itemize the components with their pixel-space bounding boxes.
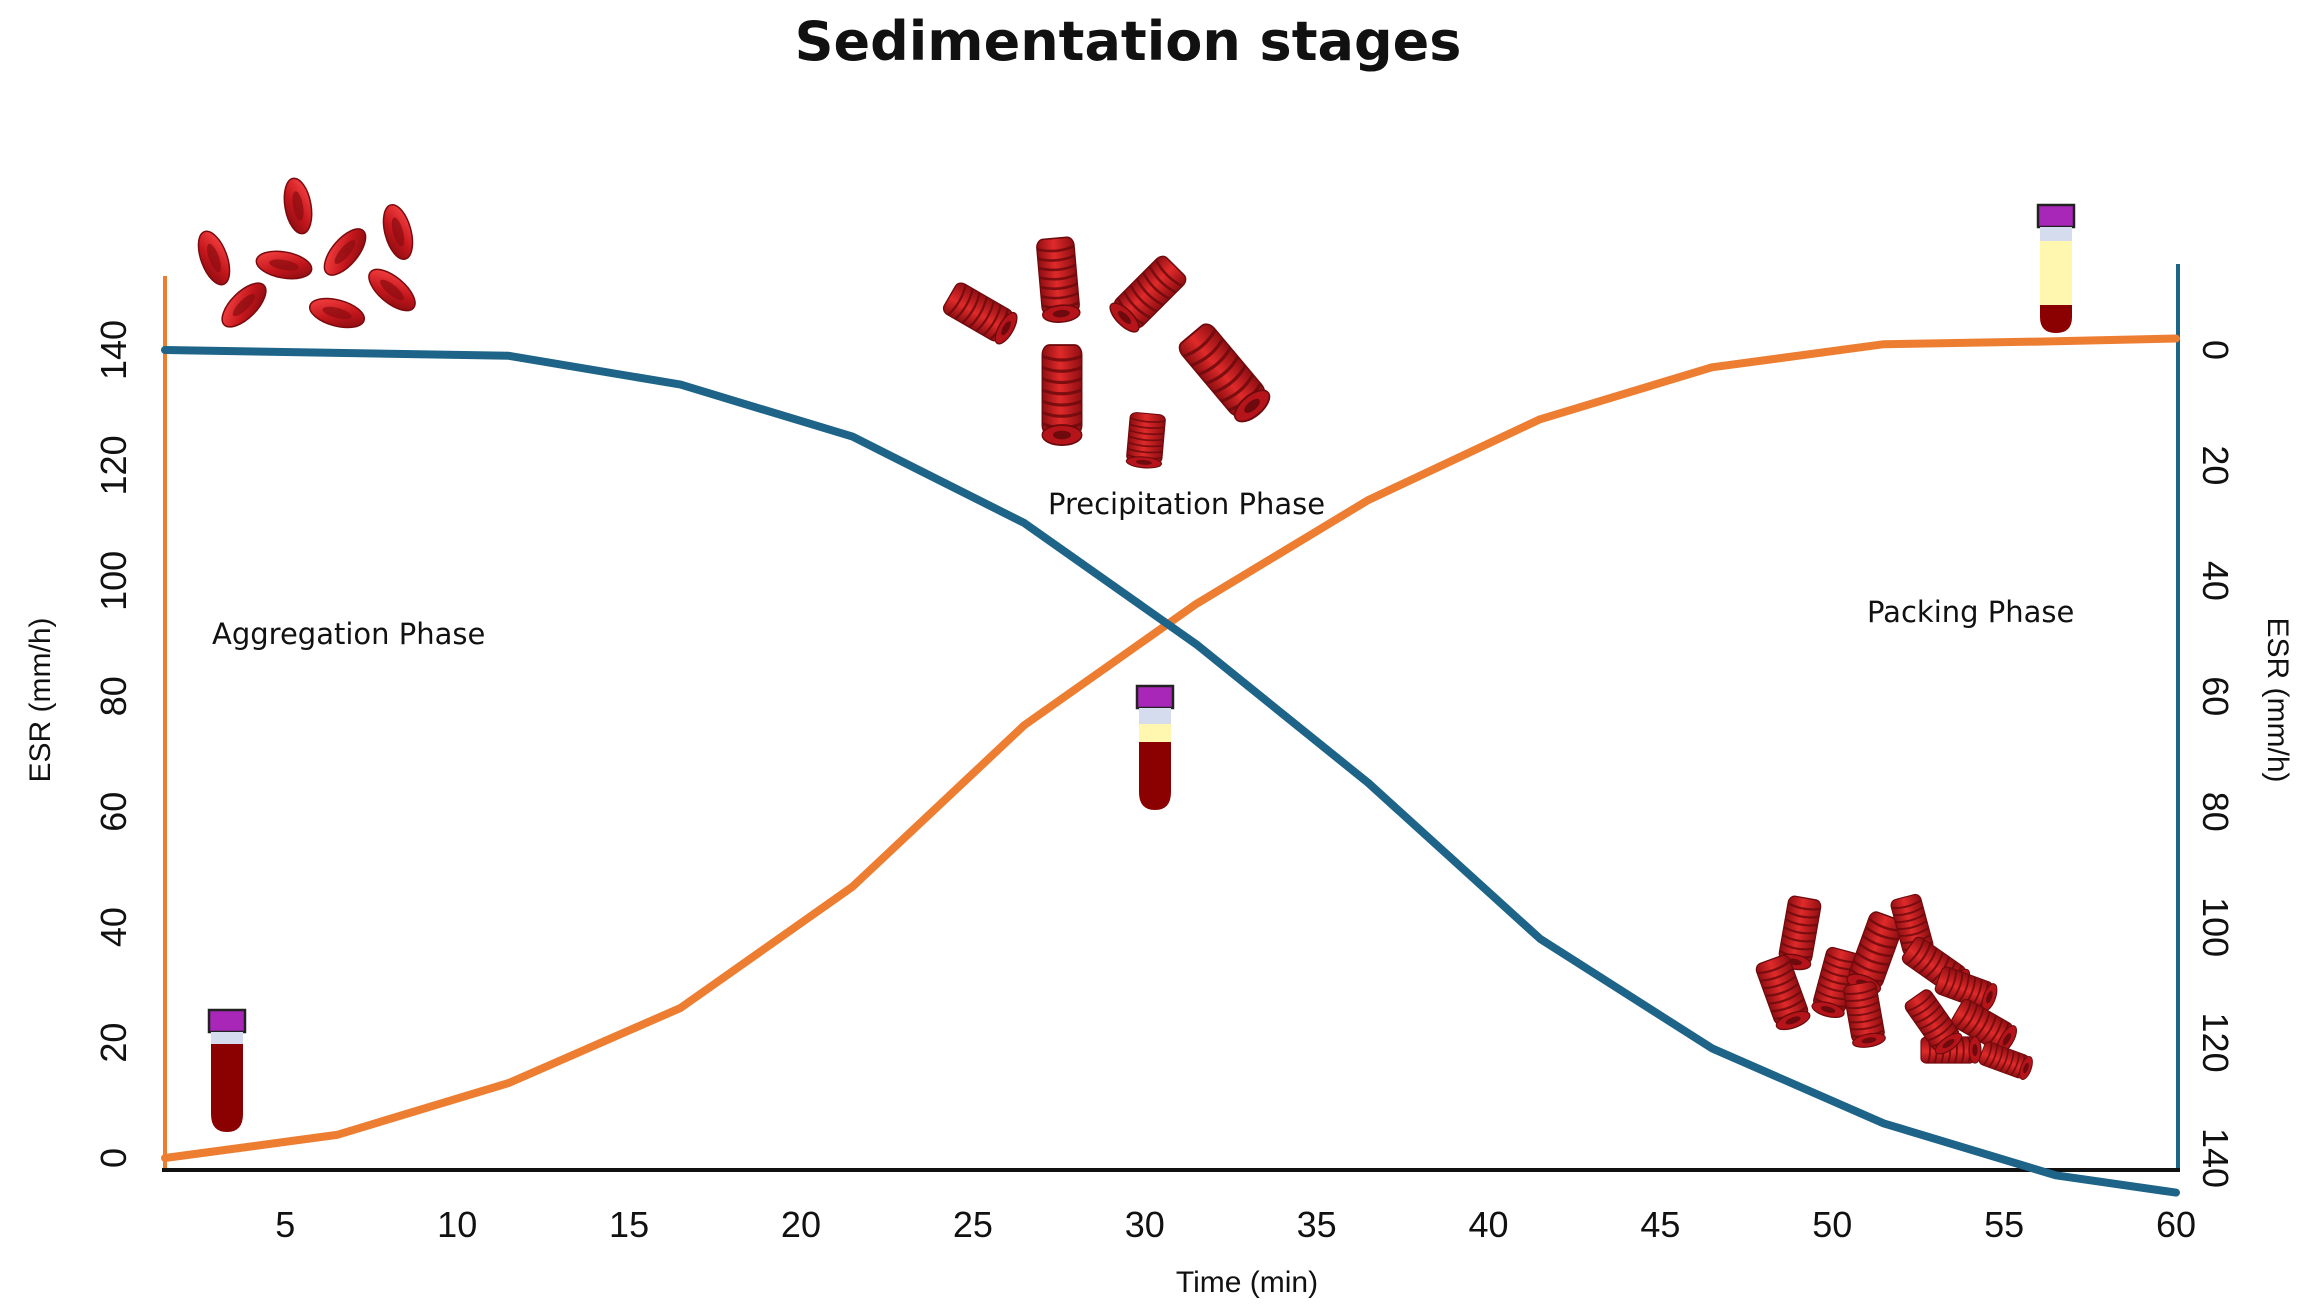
- x-tick-label: 50: [1812, 1204, 1852, 1245]
- right-y-tick-label: 40: [2195, 561, 2236, 601]
- right-y-tick-label: 140: [2195, 1128, 2236, 1188]
- left-y-tick-label: 140: [93, 320, 134, 380]
- right-y-tick-label: 20: [2195, 445, 2236, 485]
- x-tick-label: 10: [437, 1204, 477, 1245]
- x-tick-label: 45: [1640, 1204, 1680, 1245]
- x-tick-label: 20: [781, 1204, 821, 1245]
- x-tick-label: 30: [1125, 1204, 1165, 1245]
- x-axis-label: Time (min): [1176, 1266, 1318, 1299]
- right-y-tick-label: 0: [2195, 340, 2236, 360]
- left-y-tick-label: 100: [93, 551, 134, 611]
- right-y-axis-ticks: 0 20 40 60 80 100 120 140: [2195, 340, 2236, 1188]
- red-blood-cells-icon: [191, 175, 423, 335]
- left-y-tick-label: 60: [93, 792, 134, 832]
- packed-cells-icon: [1753, 892, 2036, 1082]
- left-axis-series-line: [161, 334, 2180, 1162]
- x-tick-label: 5: [275, 1204, 295, 1245]
- left-y-axis-ticks: 0 20 40 60 80 100 120 140: [93, 320, 134, 1168]
- left-y-tick-label: 120: [93, 435, 134, 495]
- blood-tube-icon: [1135, 684, 1175, 812]
- x-tick-label: 25: [953, 1204, 993, 1245]
- right-y-tick-label: 100: [2195, 897, 2236, 957]
- left-y-tick-label: 0: [93, 1148, 134, 1168]
- right-y-axis-label: ESR (mm/h): [2261, 618, 2294, 783]
- rouleaux-stacks-icon: [940, 235, 1277, 471]
- left-y-tick-label: 40: [93, 907, 134, 947]
- x-tick-label: 40: [1468, 1204, 1508, 1245]
- left-y-axis-label: ESR (mm/h): [24, 618, 57, 783]
- right-y-tick-label: 120: [2195, 1013, 2236, 1073]
- blood-tube-icon: [2036, 203, 2076, 335]
- left-y-tick-label: 20: [93, 1023, 134, 1063]
- packing-phase-label: Packing Phase: [1867, 595, 2074, 629]
- precipitation-phase-label: Precipitation Phase: [1048, 487, 1325, 521]
- x-tick-label: 35: [1297, 1204, 1337, 1245]
- right-y-tick-label: 80: [2195, 792, 2236, 832]
- x-tick-label: 15: [609, 1204, 649, 1245]
- left-y-tick-label: 80: [93, 676, 134, 716]
- x-tick-label: 60: [2156, 1204, 2196, 1245]
- x-axis-ticks: 5 10 15 20 25 30 35 40 45 50 55 60: [275, 1204, 2196, 1245]
- x-tick-label: 55: [1984, 1204, 2024, 1245]
- right-y-tick-label: 60: [2195, 676, 2236, 716]
- aggregation-phase-label: Aggregation Phase: [212, 617, 485, 651]
- blood-tube-icon: [207, 1008, 247, 1134]
- right-axis-series-line: [161, 346, 2180, 1197]
- chart-title: Sedimentation stages: [795, 10, 1462, 73]
- series-layer: [161, 334, 2180, 1197]
